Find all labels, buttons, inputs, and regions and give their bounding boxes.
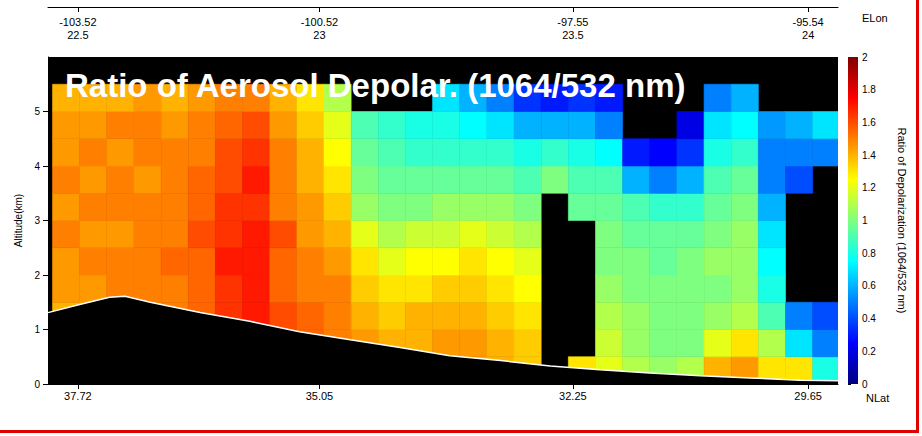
- svg-text:-100.52: -100.52: [301, 16, 338, 28]
- svg-text:0.4: 0.4: [862, 313, 876, 324]
- svg-text:1.6: 1.6: [862, 117, 876, 128]
- svg-text:0: 0: [34, 379, 40, 390]
- svg-text:29.65: 29.65: [794, 390, 822, 402]
- svg-text:0: 0: [862, 379, 868, 390]
- svg-text:-103.52: -103.52: [59, 16, 96, 28]
- svg-text:0.8: 0.8: [862, 248, 876, 259]
- svg-text:24: 24: [802, 29, 814, 41]
- svg-text:Altitude(km): Altitude(km): [13, 194, 24, 247]
- svg-text:0.2: 0.2: [862, 346, 876, 357]
- svg-text:23.5: 23.5: [562, 29, 583, 41]
- svg-text:2: 2: [34, 270, 40, 281]
- svg-text:1.4: 1.4: [862, 150, 876, 161]
- svg-text:1: 1: [34, 324, 40, 335]
- svg-text:37.72: 37.72: [64, 390, 92, 402]
- svg-text:3: 3: [34, 215, 40, 226]
- svg-text:32.25: 32.25: [559, 390, 587, 402]
- svg-text:2: 2: [862, 52, 868, 63]
- svg-text:NLat: NLat: [866, 392, 889, 404]
- svg-text:35.05: 35.05: [306, 390, 334, 402]
- svg-text:22.5: 22.5: [67, 29, 88, 41]
- svg-text:Ratio of Depolarization (1064/: Ratio of Depolarization (1064/532 nm): [896, 128, 908, 314]
- svg-text:0.6: 0.6: [862, 280, 876, 291]
- svg-text:Ratio of Aerosol Depolar. (106: Ratio of Aerosol Depolar. (1064/532 nm): [65, 67, 685, 104]
- svg-text:5: 5: [34, 106, 40, 117]
- svg-text:1.2: 1.2: [862, 182, 876, 193]
- svg-text:ELon: ELon: [862, 12, 888, 24]
- svg-text:23: 23: [313, 29, 325, 41]
- svg-text:-95.54: -95.54: [793, 16, 824, 28]
- svg-text:4: 4: [34, 161, 40, 172]
- svg-text:1.8: 1.8: [862, 84, 876, 95]
- svg-text:1: 1: [862, 215, 868, 226]
- svg-text:-97.55: -97.55: [557, 16, 588, 28]
